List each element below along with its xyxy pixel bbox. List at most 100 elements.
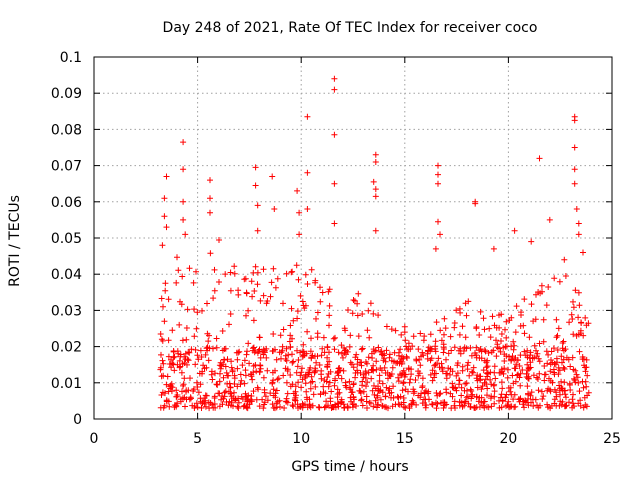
y-tick-label: 0.04 — [51, 267, 82, 283]
data-point — [168, 356, 174, 363]
data-point — [464, 366, 471, 373]
data-point — [326, 312, 333, 319]
data-point — [193, 379, 200, 386]
data-point — [510, 396, 517, 403]
data-point — [467, 344, 474, 351]
data-point — [508, 391, 515, 398]
data-point — [230, 403, 236, 410]
data-point — [300, 402, 307, 409]
data-point — [307, 348, 314, 355]
data-point — [533, 347, 539, 354]
data-point — [517, 323, 524, 329]
data-point — [365, 369, 372, 376]
data-point — [406, 379, 413, 386]
data-point — [484, 385, 491, 392]
data-point — [545, 284, 552, 290]
data-point — [548, 357, 554, 363]
data-point — [323, 398, 330, 405]
data-point — [166, 361, 173, 367]
data-point — [443, 375, 450, 382]
data-point — [302, 271, 309, 278]
data-point — [386, 390, 393, 397]
data-point — [331, 220, 338, 227]
data-point — [363, 383, 369, 390]
data-point — [408, 366, 415, 373]
data-point — [245, 340, 252, 347]
data-point — [528, 389, 535, 396]
data-point — [350, 297, 357, 303]
data-point — [253, 368, 260, 375]
data-point — [438, 337, 445, 344]
data-point — [325, 288, 332, 295]
data-point — [192, 346, 199, 353]
data-point — [512, 329, 519, 336]
data-point — [289, 268, 296, 275]
data-point — [207, 177, 213, 184]
data-point — [572, 367, 579, 374]
data-point — [351, 396, 358, 403]
data-point — [179, 395, 186, 402]
data-point — [387, 373, 394, 380]
data-point — [498, 331, 505, 337]
data-point — [498, 338, 504, 344]
data-point — [372, 186, 379, 193]
data-point — [216, 279, 222, 285]
data-point — [551, 345, 557, 352]
data-point — [216, 362, 223, 369]
y-tick-label: 0.1 — [60, 50, 82, 66]
data-point — [401, 373, 408, 380]
data-point — [215, 390, 222, 397]
data-point — [440, 405, 447, 411]
data-point — [492, 375, 499, 382]
data-point — [439, 368, 446, 375]
data-point — [382, 393, 389, 400]
data-point — [211, 266, 218, 273]
data-point — [437, 231, 443, 238]
data-point — [260, 292, 267, 299]
data-point — [571, 375, 577, 382]
data-point — [289, 359, 296, 366]
data-point — [407, 376, 414, 383]
data-point — [175, 267, 182, 274]
data-point — [390, 383, 397, 390]
data-point — [254, 202, 261, 209]
data-point — [300, 341, 307, 348]
data-point — [299, 298, 306, 305]
data-point — [410, 333, 417, 340]
data-point — [396, 401, 403, 408]
data-point — [159, 242, 166, 249]
data-point — [169, 327, 176, 334]
data-point — [200, 362, 207, 369]
data-point — [539, 396, 546, 402]
data-point — [360, 388, 367, 395]
data-point — [493, 353, 500, 360]
data-point — [575, 379, 582, 386]
data-point — [561, 403, 568, 410]
data-point — [448, 405, 455, 412]
data-point — [331, 131, 338, 138]
data-point — [472, 350, 478, 356]
data-point — [254, 281, 261, 288]
data-point — [561, 379, 568, 386]
data-point — [502, 326, 508, 333]
data-point — [184, 356, 191, 363]
data-point — [183, 325, 190, 331]
data-point — [496, 404, 503, 411]
data-point — [349, 361, 355, 368]
data-point — [419, 375, 426, 382]
data-point — [290, 358, 297, 365]
data-point — [577, 397, 584, 404]
data-point — [528, 238, 535, 245]
data-point — [239, 362, 246, 369]
data-point — [358, 362, 365, 369]
data-point — [528, 399, 534, 406]
data-point — [163, 173, 170, 180]
data-point — [257, 297, 264, 304]
data-point — [575, 220, 582, 227]
data-point — [228, 358, 235, 365]
data-point — [470, 364, 477, 371]
data-point — [272, 367, 278, 374]
data-point — [451, 398, 458, 405]
data-point — [250, 369, 257, 376]
data-point — [304, 113, 311, 120]
